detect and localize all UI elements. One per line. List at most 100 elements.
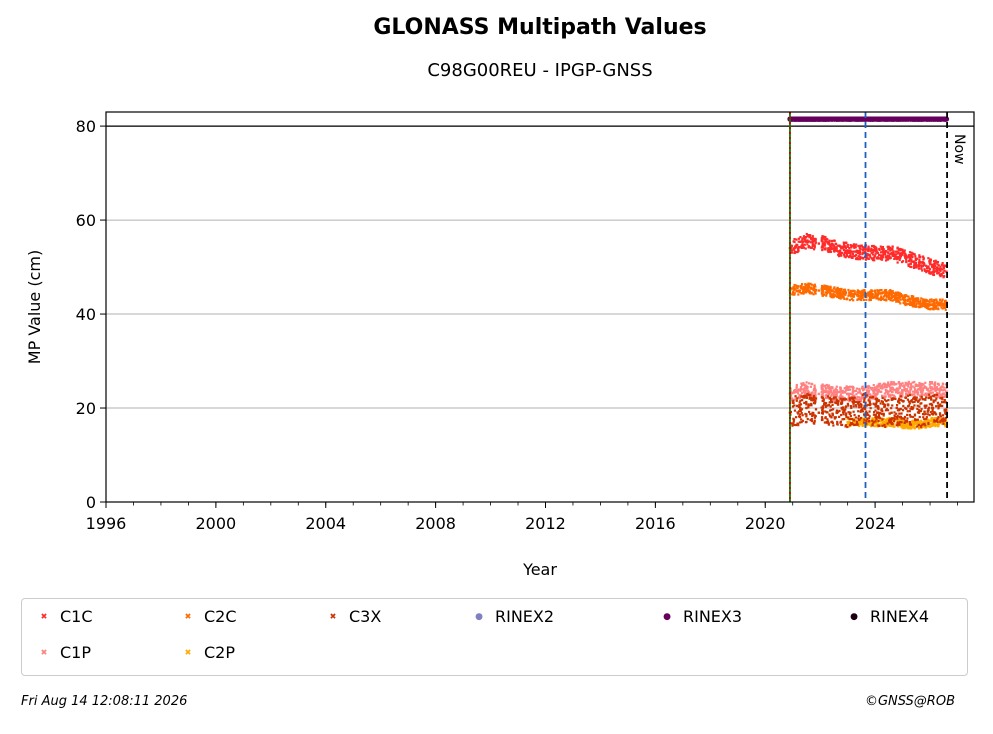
point-c3x-fill bbox=[800, 408, 804, 411]
point-c3x-fill bbox=[794, 395, 797, 398]
point-c3x-fill bbox=[829, 405, 832, 408]
point-c1p-fill bbox=[917, 385, 920, 388]
point-c1c-fill bbox=[828, 248, 832, 251]
point-rinex3-fill bbox=[854, 116, 861, 122]
point-c3x-fill bbox=[805, 403, 808, 406]
point-c1p-fill bbox=[832, 394, 835, 397]
point-c3x-fill bbox=[801, 414, 804, 417]
point-c2c-fill bbox=[928, 301, 931, 304]
point-c3x-fill bbox=[923, 410, 926, 413]
point-c3x-fill bbox=[860, 405, 863, 408]
point-c3x-fill bbox=[812, 414, 815, 417]
point-c1c-fill bbox=[925, 270, 928, 274]
legend-item-c1p: ✖ C1P bbox=[36, 643, 91, 662]
point-c3x-1 bbox=[805, 406, 808, 410]
point-c2c-fill bbox=[883, 290, 886, 293]
point-c3x-fill bbox=[862, 400, 866, 404]
point-c3x-fill bbox=[880, 412, 884, 416]
point-c1c-fill bbox=[898, 258, 901, 262]
point-c3x-fill bbox=[866, 413, 869, 416]
point-c1c-fill bbox=[797, 246, 801, 249]
point-c1c-fill bbox=[933, 270, 936, 273]
point-c3x-fill bbox=[941, 396, 944, 400]
point-c3x-fill bbox=[841, 418, 844, 421]
point-c2p-fill bbox=[907, 423, 910, 426]
point-c1p-fill bbox=[901, 391, 904, 394]
point-c1p-fill bbox=[892, 388, 896, 391]
point-c1c-fill bbox=[813, 246, 816, 249]
point-c3x-fill bbox=[867, 403, 870, 406]
point-c1c-fill bbox=[905, 258, 908, 261]
point-c1c-fill bbox=[909, 262, 912, 265]
point-c3x-fill bbox=[895, 406, 899, 409]
point-c1c-fill bbox=[837, 250, 840, 253]
point-c3x-fill bbox=[897, 400, 900, 403]
point-c2c-fill bbox=[837, 289, 840, 292]
point-c3x-fill bbox=[853, 423, 856, 427]
point-c3x-fill bbox=[793, 423, 796, 427]
point-c3x-fill bbox=[897, 422, 900, 425]
point-c1p-fill bbox=[803, 392, 807, 395]
point-c3x-fill bbox=[826, 418, 829, 421]
point-rinex3-fill bbox=[791, 116, 797, 122]
point-c3x-fill bbox=[809, 418, 812, 422]
point-c3x-fill bbox=[895, 424, 898, 427]
point-c1c-fill bbox=[937, 271, 940, 275]
point-c1c-fill bbox=[877, 253, 881, 257]
point-c3x-fill bbox=[943, 401, 946, 404]
point-c2p-fill bbox=[889, 424, 892, 428]
point-c3x-fill bbox=[944, 416, 948, 420]
point-c3x-fill bbox=[910, 405, 913, 409]
point-c1p-fill bbox=[923, 385, 926, 388]
point-c2p-fill bbox=[929, 422, 932, 425]
point-c1p-fill bbox=[897, 391, 901, 394]
point-c3x-fill bbox=[814, 408, 818, 411]
point-c2p-fill bbox=[914, 426, 918, 429]
point-c2c-fill bbox=[810, 286, 813, 289]
point-c1c-fill bbox=[912, 252, 915, 255]
point-c3x-fill bbox=[844, 425, 847, 428]
point-c1c-fill bbox=[848, 247, 851, 250]
point-c3x-fill bbox=[799, 407, 802, 411]
point-c2p-fill bbox=[886, 417, 889, 420]
point-c3x-fill bbox=[803, 394, 806, 397]
point-c3x-fill bbox=[877, 406, 880, 409]
point-c2c-fill bbox=[932, 301, 936, 304]
point-c2c-fill bbox=[879, 296, 882, 300]
point-c2c-fill bbox=[829, 292, 832, 295]
point-c3x-fill bbox=[899, 415, 903, 419]
point-rinex3-fill bbox=[829, 116, 835, 122]
point-c2c-fill bbox=[839, 291, 842, 294]
point-c2p-fill bbox=[939, 417, 942, 421]
point-c3x-fill bbox=[939, 397, 942, 400]
point-c1p-fill bbox=[938, 392, 941, 395]
point-c3x-fill bbox=[845, 412, 848, 415]
point-c3x-fill bbox=[915, 396, 918, 399]
point-c2c-fill bbox=[857, 297, 860, 300]
point-c2c-fill bbox=[848, 292, 851, 296]
point-c1c-fill bbox=[940, 263, 943, 266]
point-c2p-fill bbox=[897, 425, 900, 428]
point-c3x-fill bbox=[920, 402, 923, 405]
point-c1p-fill bbox=[888, 390, 891, 393]
point-c2c-fill bbox=[888, 291, 891, 294]
point-c1c-5 bbox=[849, 249, 852, 252]
point-c1p-fill bbox=[829, 388, 832, 391]
point-c3x-fill bbox=[895, 412, 898, 415]
point-c1p-fill bbox=[885, 390, 888, 393]
point-c2c-fill bbox=[825, 289, 828, 292]
point-c1p-fill bbox=[796, 392, 800, 395]
point-c3x-fill bbox=[872, 421, 875, 424]
point-c2c-fill bbox=[901, 297, 904, 301]
point-c1p-fill bbox=[880, 384, 884, 388]
x-tick-label-0: 1996 bbox=[86, 514, 127, 533]
point-c2c-fill bbox=[842, 290, 845, 294]
point-c1p-fill bbox=[916, 393, 919, 396]
point-c3x-fill bbox=[905, 407, 908, 411]
legend-label-c1p: C1P bbox=[60, 643, 91, 662]
point-c1p-fill bbox=[913, 393, 916, 396]
point-c1c-fill bbox=[909, 265, 912, 268]
point-c2p-fill bbox=[935, 423, 938, 427]
point-c1p-fill bbox=[808, 391, 811, 394]
point-c1c-fill bbox=[887, 251, 890, 255]
